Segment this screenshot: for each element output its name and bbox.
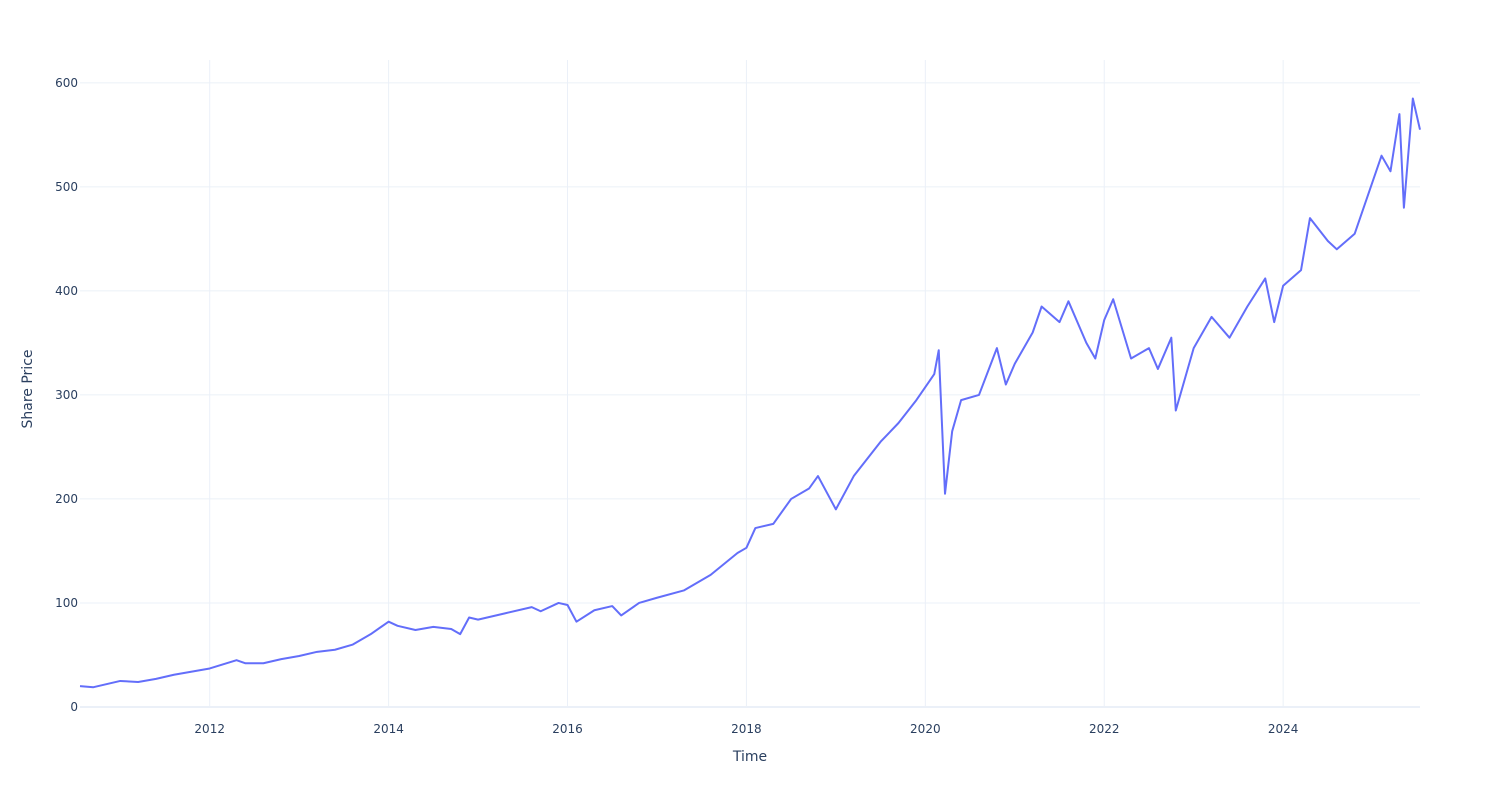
x-tick-label: 2024 bbox=[1268, 722, 1299, 736]
y-tick-label: 200 bbox=[55, 492, 78, 506]
y-tick-label: 600 bbox=[55, 76, 78, 90]
x-tick-label: 2020 bbox=[910, 722, 941, 736]
y-tick-label: 500 bbox=[55, 180, 78, 194]
y-gridlines bbox=[80, 82, 1420, 708]
x-gridlines bbox=[209, 60, 1284, 708]
y-tick-label: 400 bbox=[55, 284, 78, 298]
x-axis-title: Time bbox=[732, 749, 767, 765]
x-tick-label: 2012 bbox=[194, 722, 225, 736]
x-tick-label: 2018 bbox=[731, 722, 762, 736]
x-tick-label: 2022 bbox=[1089, 722, 1120, 736]
y-axis-title: Share Price bbox=[20, 349, 36, 428]
x-axis-tick-labels: 2012 2014 2016 2018 2020 2022 2024 bbox=[194, 722, 1298, 736]
series-line bbox=[79, 97, 1421, 689]
plot-area bbox=[79, 60, 1421, 708]
y-axis-tick-labels: 0 100 200 300 400 500 600 bbox=[55, 76, 78, 714]
series-layer bbox=[79, 97, 1421, 689]
y-tick-label: 100 bbox=[55, 596, 78, 610]
x-tick-label: 2014 bbox=[373, 722, 404, 736]
y-tick-label: 0 bbox=[70, 700, 78, 714]
y-tick-label: 300 bbox=[55, 388, 78, 402]
x-tick-label: 2016 bbox=[552, 722, 583, 736]
